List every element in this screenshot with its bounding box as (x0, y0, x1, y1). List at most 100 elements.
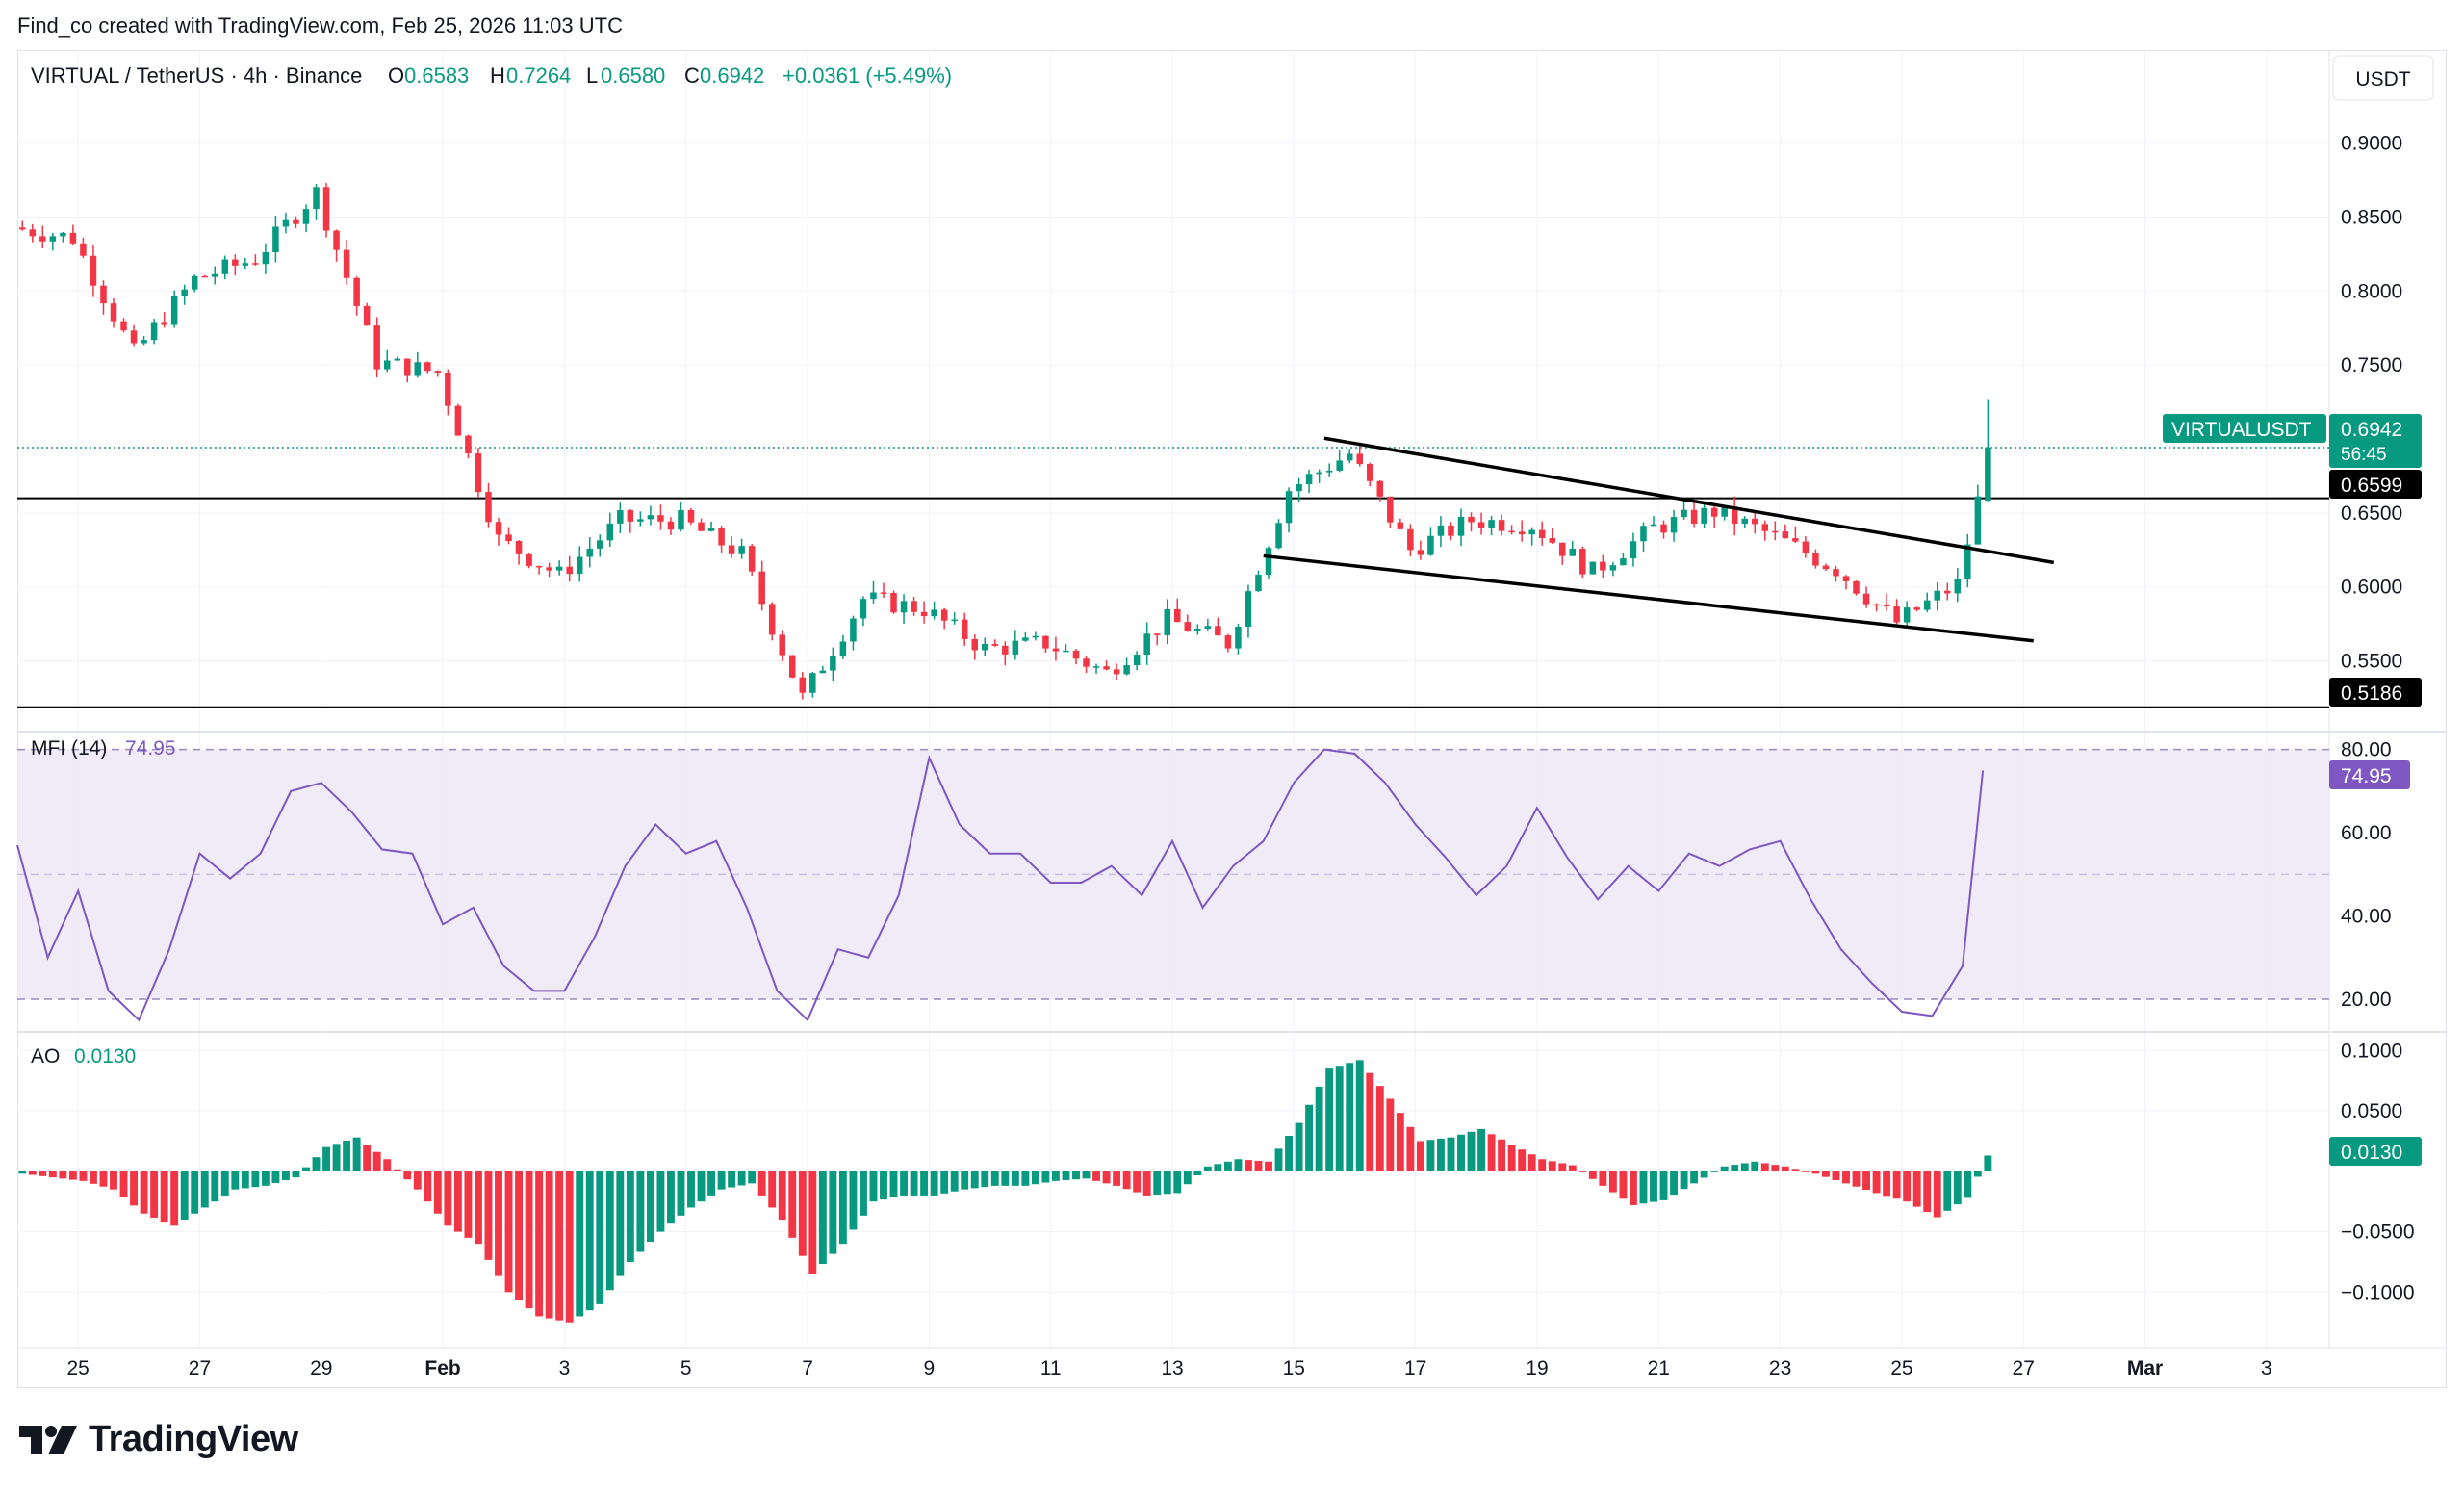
ao-tick-label: −0.1000 (2341, 1281, 2415, 1303)
candle-body (1397, 522, 1404, 529)
candle-body (707, 528, 715, 531)
candle-body (1174, 608, 1181, 623)
candle-body (1448, 525, 1454, 536)
ao-bar (110, 1171, 117, 1190)
tradingview-brand[interactable]: TradingView (19, 1419, 298, 1460)
candle-body (1528, 529, 1535, 535)
tradingview-logo-icon (19, 1425, 77, 1454)
candle-body (1761, 524, 1769, 531)
ao-bar (576, 1171, 584, 1317)
last-price-text: 0.6942 (2341, 419, 2402, 441)
ao-bar (1214, 1164, 1222, 1171)
ao-bar (788, 1171, 797, 1238)
candle-body (282, 219, 290, 227)
time-tick-label: 27 (189, 1357, 211, 1379)
candle-body (931, 609, 937, 617)
candle-body (1518, 531, 1526, 535)
close-label: C (684, 64, 700, 88)
ao-bar (1872, 1171, 1881, 1194)
candle-body (1549, 537, 1555, 543)
candle-body (100, 285, 107, 304)
candle-body (799, 677, 807, 693)
currency-button[interactable]: USDT (2332, 55, 2434, 101)
candle-body (1710, 507, 1718, 517)
ao-bar (302, 1167, 310, 1171)
ao-bar (1467, 1131, 1476, 1171)
time-tick-label: Mar (2127, 1357, 2163, 1379)
ao-bar (282, 1171, 290, 1181)
symbol-title[interactable]: VIRTUAL / TetherUS · 4h · Binance (31, 64, 362, 88)
candle-body (1245, 591, 1252, 627)
grid-layer (17, 50, 2447, 1349)
ao-bar (1254, 1160, 1263, 1171)
candle-body (1092, 666, 1100, 668)
ao-bar (636, 1171, 645, 1252)
ao-bar (1720, 1166, 1729, 1171)
candle-body (850, 618, 857, 642)
ao-bar (1203, 1166, 1212, 1171)
price-tick-label: 0.6500 (2341, 502, 2402, 525)
price-tick-label: 0.6000 (2341, 577, 2402, 599)
mfi-tick-label: 60.00 (2341, 822, 2392, 844)
ao-bar (1892, 1171, 1901, 1199)
ao-bar (403, 1171, 412, 1180)
candle-body (961, 619, 968, 639)
mfi-label[interactable]: MFI (14) (31, 737, 107, 759)
ao-value: 0.0130 (74, 1045, 136, 1068)
ao-bar (1142, 1171, 1151, 1196)
candle-body (1103, 666, 1110, 670)
time-tick-label: 3 (559, 1357, 571, 1379)
ao-bar (1082, 1171, 1091, 1179)
candle-body (465, 435, 472, 454)
candle-body (363, 305, 371, 326)
change-value: +0.0361 (+5.49%) (783, 64, 952, 88)
candle-body (1437, 525, 1445, 536)
candle-body (39, 236, 46, 242)
candle-body (667, 521, 675, 530)
time-tick-label: 19 (1526, 1357, 1548, 1379)
candle-body (1731, 506, 1738, 525)
ao-bar (687, 1171, 695, 1208)
ao-bar (1245, 1160, 1252, 1171)
mfi-band-layer (17, 748, 2329, 1000)
ao-bar (1447, 1137, 1455, 1171)
ao-bar (900, 1171, 908, 1196)
candle-body (1812, 553, 1819, 566)
ao-bar (90, 1171, 97, 1184)
candle-body (1255, 575, 1262, 592)
candle-body (1752, 518, 1758, 525)
candle-body (1042, 635, 1049, 649)
ao-bar (1021, 1171, 1030, 1186)
ao-bar (1659, 1171, 1668, 1200)
candle-body (718, 528, 725, 546)
ao-bar (525, 1171, 533, 1309)
ao-bar (1862, 1171, 1870, 1191)
ao-bar (1477, 1128, 1485, 1171)
ao-bar (261, 1171, 270, 1186)
ao-label[interactable]: AO (31, 1045, 60, 1068)
candle-body (1427, 535, 1434, 555)
candle-body (1670, 517, 1678, 533)
ao-bar (1305, 1104, 1314, 1171)
high-value: 0.7264 (506, 64, 571, 88)
candle-body (555, 566, 563, 571)
candle-body (768, 604, 776, 635)
ao-value-tag: 0.0130 (2329, 1137, 2422, 1166)
ao-bar (1335, 1066, 1344, 1171)
time-tick-label: 11 (1040, 1357, 1062, 1379)
candle-body (1032, 635, 1040, 638)
ao-bar (535, 1171, 544, 1317)
ao-bar (220, 1171, 229, 1196)
ao-bar (363, 1145, 372, 1171)
ao-bar (585, 1171, 594, 1311)
candle-body (1772, 530, 1779, 533)
ao-bar (869, 1171, 878, 1202)
ao-bar (1001, 1171, 1010, 1186)
candle-body (566, 566, 573, 575)
candle-body (1873, 604, 1880, 606)
candle-body (394, 358, 400, 361)
ao-bar (1274, 1148, 1283, 1171)
candle-body (333, 230, 340, 250)
ao-bar (818, 1171, 827, 1265)
